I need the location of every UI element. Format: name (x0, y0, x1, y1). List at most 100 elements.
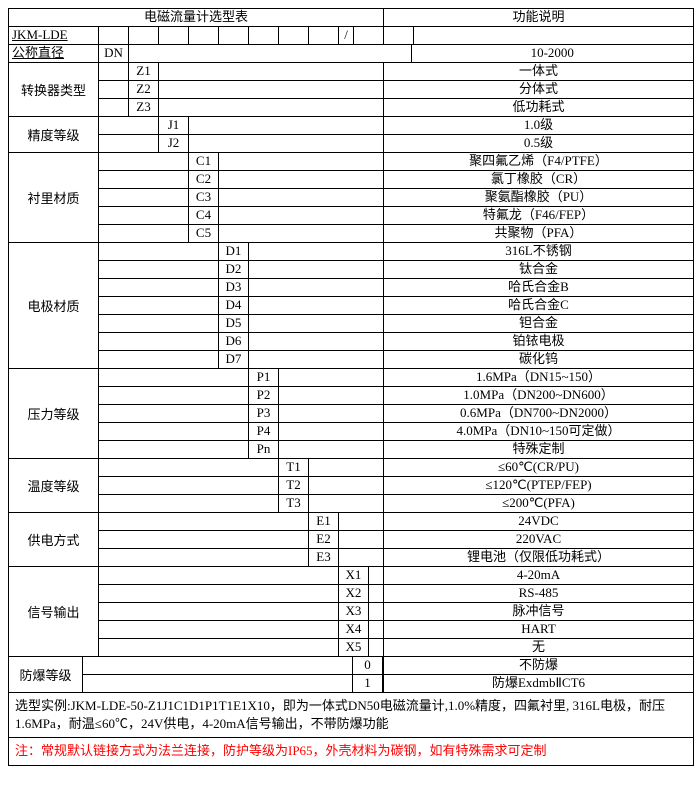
option-desc: 聚氨酯橡胶（PU） (384, 189, 693, 206)
option-row: J2 0.5级 (99, 135, 693, 152)
head-cell (309, 27, 339, 44)
option-code: D2 (219, 261, 249, 278)
option-code: D6 (219, 333, 249, 350)
option-desc: 24VDC (384, 513, 693, 530)
converter-label: 转换器类型 (9, 63, 99, 116)
power-group: 供电方式 E124VDCE2220VACE3锂电池（仅限低功耗式） (9, 513, 693, 567)
option-desc: 聚四氟乙烯（F4/PTFE） (384, 153, 693, 170)
option-row: D3 哈氏合金B (99, 279, 693, 297)
option-desc: 316L不锈钢 (384, 243, 693, 260)
option-code: J2 (159, 135, 189, 152)
option-code: 0 (353, 657, 383, 674)
option-desc: 1.0MPa（DN200~DN600） (384, 387, 693, 404)
option-code: X4 (339, 621, 369, 638)
option-code: E1 (309, 513, 339, 530)
option-desc: 特殊定制 (384, 441, 693, 458)
option-desc: 钛合金 (384, 261, 693, 278)
option-desc: 防爆ExdmbⅡCT6 (384, 675, 693, 692)
option-row: P44.0MPa（DN10~150可定做） (99, 423, 693, 441)
option-desc: 特氟龙（F46/FEP） (384, 207, 693, 224)
option-row: D1 316L不锈钢 (99, 243, 693, 261)
head-cell (354, 27, 384, 44)
option-row: C2氯丁橡胶（CR） (99, 171, 693, 189)
liner-group: 衬里材质 C1聚四氟乙烯（F4/PTFE）C2氯丁橡胶（CR）C3聚氨酯橡胶（P… (9, 153, 693, 243)
option-desc: 共聚物（PFA） (384, 225, 693, 242)
option-row: D2 钛合金 (99, 261, 693, 279)
pressure-group: 压力等级 P1 1.6MPa（DN15~150） P2 1.0MPa（DN200~DN… (9, 369, 693, 459)
electrode-group: 电极材质 D1 316L不锈钢 D2 钛合金 D3 哈氏合金BD4哈氏合金CD5钽合金D6… (9, 243, 693, 369)
option-code: E2 (309, 531, 339, 548)
option-desc: 无 (384, 639, 693, 656)
option-code: Z3 (129, 99, 159, 116)
option-row: C3聚氨酯橡胶（PU） (99, 189, 693, 207)
option-row: D4哈氏合金C (99, 297, 693, 315)
option-code: P1 (249, 369, 279, 386)
option-row: C5 共聚物（PFA） (99, 225, 693, 242)
head-cell (189, 27, 219, 44)
option-row: Z1一体式 (99, 63, 693, 81)
option-desc: 1.6MPa（DN15~150） (384, 369, 693, 386)
option-row: D5钽合金 (99, 315, 693, 333)
option-code: Z2 (129, 81, 159, 98)
nominal-diameter-label: 公称直径 (9, 45, 99, 62)
option-code: Z1 (129, 63, 159, 80)
option-code: X5 (339, 639, 369, 656)
nominal-diameter-code: DN (99, 45, 129, 62)
option-desc: 0.5级 (384, 135, 693, 152)
option-code: D5 (219, 315, 249, 332)
option-desc: 碳化钨 (384, 351, 693, 368)
title-row: 电磁流量计选型表 功能说明 (9, 9, 693, 27)
option-row: C4 特氟龙（F46/FEP） (99, 207, 693, 225)
model-row: JKM-LDE / (9, 27, 693, 45)
option-row: Z2分体式 (99, 81, 693, 99)
option-row: P2 1.0MPa（DN200~DN600） (99, 387, 693, 405)
option-code: D1 (219, 243, 249, 260)
option-desc: 脉冲信号 (384, 603, 693, 620)
option-row: E2220VAC (99, 531, 693, 549)
head-blank (414, 26, 693, 44)
option-desc: ≤60℃(CR/PU) (384, 459, 693, 476)
option-code: D3 (219, 279, 249, 296)
option-row: T1≤60℃(CR/PU) (99, 459, 693, 477)
selection-table: 电磁流量计选型表 功能说明 JKM-LDE / 公称直径 DN 10-2000 … (8, 8, 694, 766)
option-desc: 哈氏合金B (384, 279, 693, 296)
option-code: P2 (249, 387, 279, 404)
explosion-group: 防爆等级 0不防爆1防爆ExdmbⅡCT6 (9, 657, 693, 693)
option-code: D4 (219, 297, 249, 314)
option-row: D6铂铱电极 (99, 333, 693, 351)
option-row: T2≤120℃(PTEP/FEP) (99, 477, 693, 495)
option-row: P1 1.6MPa（DN15~150） (99, 369, 693, 387)
option-code: X2 (339, 585, 369, 602)
output-label: 信号输出 (9, 567, 99, 656)
option-code: C4 (189, 207, 219, 224)
model-label: JKM-LDE (9, 27, 99, 44)
option-row: D7 碳化钨 (99, 351, 693, 368)
option-code: C2 (189, 171, 219, 188)
accuracy-group: 精度等级 J11.0级J20.5级 (9, 117, 693, 153)
temperature-label: 温度等级 (9, 459, 99, 512)
title-left: 电磁流量计选型表 (9, 9, 384, 26)
option-code: T3 (279, 495, 309, 512)
option-row: X2RS-485 (99, 585, 693, 603)
option-code: C1 (189, 153, 219, 170)
option-row: T3 ≤200℃(PFA) (99, 495, 693, 512)
option-desc: ≤200℃(PFA) (384, 495, 693, 512)
option-row: P30.6MPa（DN700~DN2000） (99, 405, 693, 423)
footer-note: 注：常规默认链接方式为法兰连接，防护等级为IP65，外壳材料为碳钢，如有特殊需求… (9, 738, 693, 764)
pressure-label: 压力等级 (9, 369, 99, 458)
head-cell (129, 27, 159, 44)
option-desc: 不防爆 (384, 657, 693, 674)
temperature-group: 温度等级 T1≤60℃(CR/PU)T2≤120℃(PTEP/FEP)T3 ≤20… (9, 459, 693, 513)
option-code: C5 (189, 225, 219, 242)
electrode-label: 电极材质 (9, 243, 99, 368)
head-slash: / (339, 27, 354, 44)
option-code: D7 (219, 351, 249, 368)
power-label: 供电方式 (9, 513, 99, 566)
converter-group: 转换器类型 Z1一体式Z2分体式Z3 低功耗式 (9, 63, 693, 117)
option-row: Pn特殊定制 (99, 441, 693, 458)
option-desc: 锂电池（仅限低功耗式） (384, 549, 693, 566)
footer-example: 选型实例:JKM-LDE-50-Z1J1C1D1P1T1E1X10，即为一体式D… (9, 693, 693, 738)
head-cell (99, 27, 129, 44)
option-desc: 低功耗式 (384, 99, 693, 116)
option-code: T2 (279, 477, 309, 494)
